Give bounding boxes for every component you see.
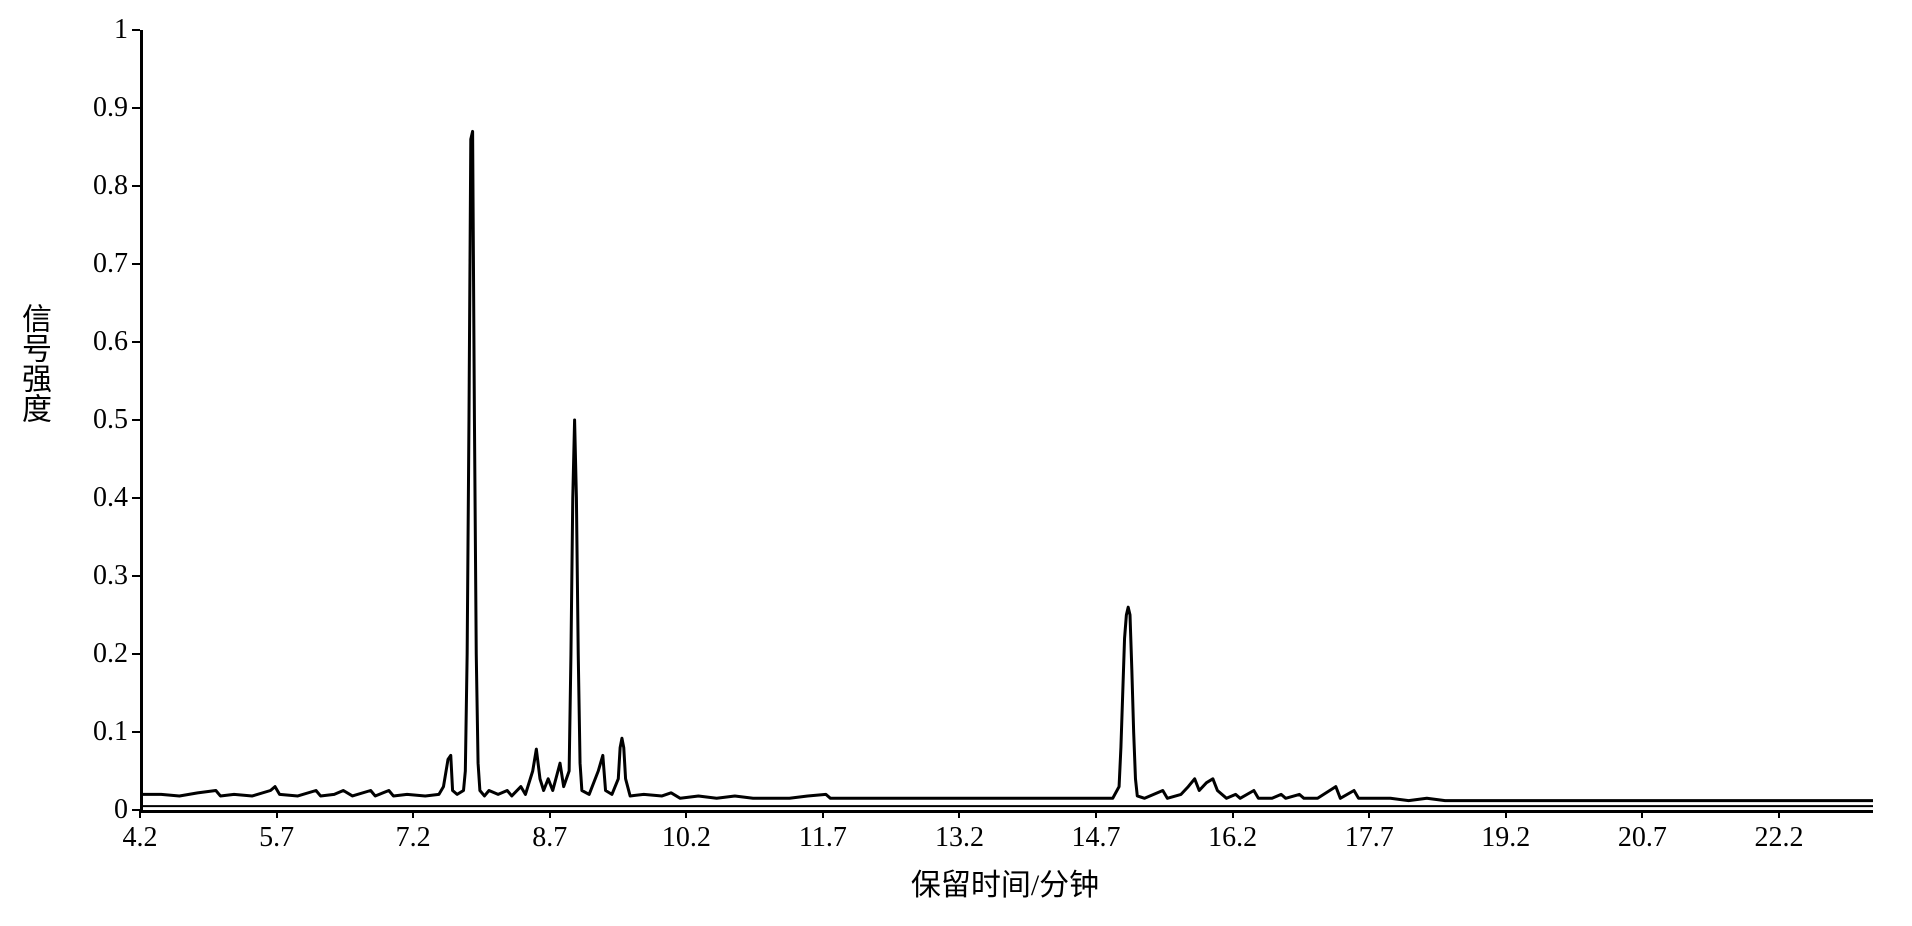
x-axis-label: 保留时间/分钟 xyxy=(911,860,1099,904)
y-tick-label: 0.4 xyxy=(93,482,128,514)
plot-area xyxy=(140,30,1873,813)
x-tick-label: 17.7 xyxy=(1345,822,1394,854)
y-tick-label: 0.8 xyxy=(93,170,128,202)
y-tick xyxy=(132,185,140,187)
x-tick-label: 11.7 xyxy=(799,822,847,854)
x-tick-label: 13.2 xyxy=(935,822,984,854)
y-tick xyxy=(132,341,140,343)
y-tick-label: 0.3 xyxy=(93,560,128,592)
x-tick xyxy=(412,810,414,818)
x-tick xyxy=(822,810,824,818)
y-tick xyxy=(132,107,140,109)
y-axis-label: 信号强度 xyxy=(11,303,55,423)
chromatogram-chart: 信号强度 保留时间/分钟 00.10.20.30.40.50.60.70.80.… xyxy=(20,20,1890,900)
x-tick-label: 10.2 xyxy=(662,822,711,854)
x-tick-label: 14.7 xyxy=(1072,822,1121,854)
signal-trace xyxy=(143,131,1873,800)
y-tick xyxy=(132,497,140,499)
y-tick-label: 0.7 xyxy=(93,248,128,280)
x-tick xyxy=(1368,810,1370,818)
x-tick xyxy=(1095,810,1097,818)
x-tick xyxy=(1641,810,1643,818)
x-tick-label: 5.7 xyxy=(259,822,294,854)
x-tick-label: 22.2 xyxy=(1754,822,1803,854)
y-tick-label: 1 xyxy=(114,14,128,46)
y-tick xyxy=(132,419,140,421)
x-tick xyxy=(1505,810,1507,818)
y-tick-label: 0.6 xyxy=(93,326,128,358)
x-tick xyxy=(1232,810,1234,818)
x-tick-label: 19.2 xyxy=(1481,822,1530,854)
y-tick xyxy=(132,29,140,31)
y-tick xyxy=(132,575,140,577)
y-tick-label: 0.5 xyxy=(93,404,128,436)
x-tick-label: 7.2 xyxy=(396,822,431,854)
y-tick-label: 0.1 xyxy=(93,716,128,748)
y-tick xyxy=(132,731,140,733)
x-tick xyxy=(276,810,278,818)
x-tick xyxy=(958,810,960,818)
y-tick-label: 0.9 xyxy=(93,92,128,124)
x-tick-label: 16.2 xyxy=(1208,822,1257,854)
x-tick-label: 8.7 xyxy=(532,822,567,854)
x-tick xyxy=(139,810,141,818)
y-tick xyxy=(132,653,140,655)
x-tick xyxy=(1778,810,1780,818)
x-tick-label: 20.7 xyxy=(1618,822,1667,854)
x-tick xyxy=(685,810,687,818)
y-tick-label: 0.2 xyxy=(93,638,128,670)
y-tick xyxy=(132,263,140,265)
chromatogram-line xyxy=(143,30,1873,810)
x-tick-label: 4.2 xyxy=(123,822,158,854)
x-tick xyxy=(549,810,551,818)
